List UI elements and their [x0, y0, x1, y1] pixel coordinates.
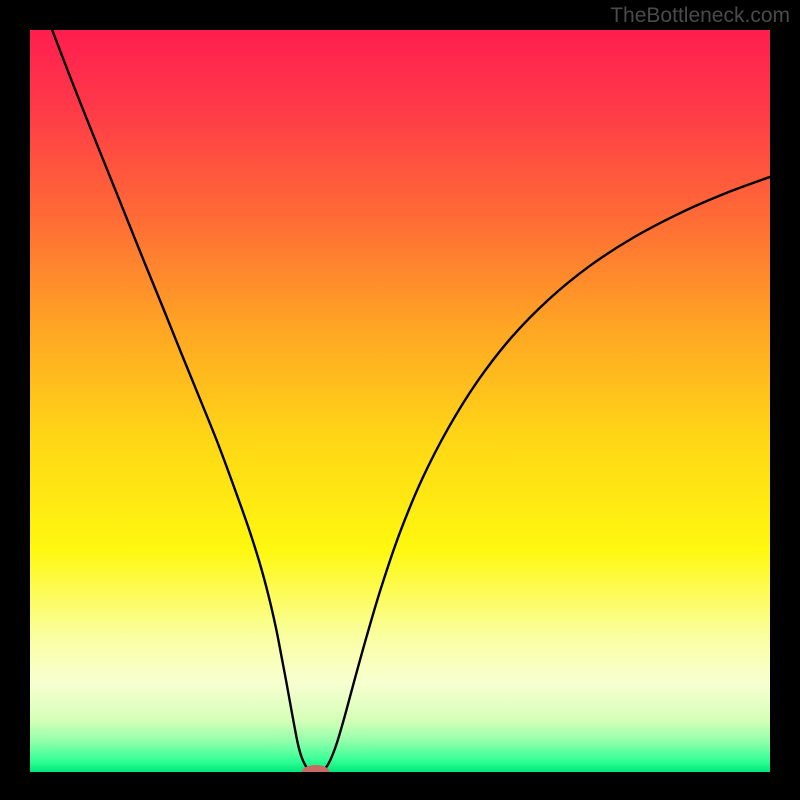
plot-background	[30, 30, 770, 772]
bottleneck-chart	[0, 0, 800, 800]
chart-svg	[0, 0, 800, 800]
watermark-text: TheBottleneck.com	[610, 4, 790, 28]
